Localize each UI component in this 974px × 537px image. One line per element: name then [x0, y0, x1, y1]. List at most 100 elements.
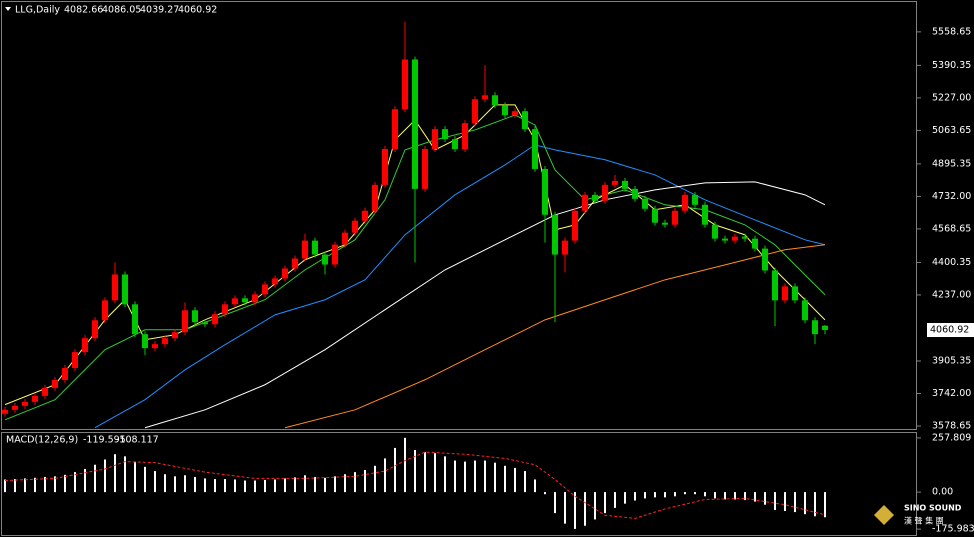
candle-body — [422, 149, 428, 189]
macd-bar — [624, 492, 626, 504]
candle-body — [602, 184, 608, 201]
candle-body — [662, 222, 668, 225]
candle-body — [622, 180, 628, 189]
candle-body — [192, 310, 198, 323]
macd-bar — [794, 492, 796, 513]
macd-frame — [1, 432, 917, 536]
candle-body — [202, 322, 208, 325]
candle-body — [512, 111, 518, 116]
candle-body — [742, 236, 748, 239]
macd-bar — [574, 492, 576, 529]
candle-body — [232, 298, 238, 305]
logo-mark — [874, 505, 894, 525]
candle-body — [462, 123, 468, 150]
candle-body — [502, 105, 508, 116]
candle-body — [2, 409, 8, 414]
candle-body — [412, 59, 418, 189]
candle-body — [492, 95, 498, 106]
signal-line — [4, 451, 826, 519]
macd-bar — [634, 492, 636, 501]
candle-body — [392, 109, 398, 150]
macd-bar — [64, 474, 66, 493]
candle-body — [772, 270, 778, 301]
open-label: 4082.66 — [64, 5, 103, 16]
candle-body — [642, 198, 648, 209]
candle-body — [682, 194, 688, 211]
candle-body — [302, 240, 308, 259]
candle-body — [182, 310, 188, 333]
macd-bar — [134, 461, 136, 493]
menu-arrow — [5, 7, 11, 11]
macd-bar — [664, 492, 666, 498]
macd-bar — [314, 476, 316, 493]
y-tick-label: 3578.65 — [932, 421, 971, 432]
macd-bar — [144, 466, 146, 493]
candle-body — [22, 401, 28, 406]
macd-bar — [164, 474, 166, 493]
candle-body — [122, 274, 128, 305]
candle-body — [782, 286, 788, 301]
candle-body — [332, 244, 338, 265]
candle-body — [582, 194, 588, 211]
macd-bar — [774, 492, 776, 510]
macd-bar — [754, 492, 756, 502]
symbol-label: LLG,Daily — [15, 5, 60, 16]
candle-body — [722, 238, 728, 241]
macd-bar — [544, 492, 546, 495]
candle-body — [92, 320, 98, 339]
candle-body — [542, 168, 548, 215]
macd-bar — [444, 456, 446, 493]
macd-bar — [694, 492, 696, 495]
y-tick-label: 4237.00 — [932, 289, 971, 300]
y-tick-label: 4895.35 — [932, 158, 971, 169]
plot: 5558.65 5390.35 5227.00 5063.65 4895.35 4732.… — [2, 22, 974, 535]
candle-body — [532, 129, 538, 169]
macd-bar — [424, 452, 426, 493]
candle-body — [262, 284, 268, 295]
candle-body — [552, 214, 558, 255]
macd-bar — [404, 437, 406, 493]
macd-bar — [84, 468, 86, 493]
candle-body — [652, 208, 658, 223]
macd-bar — [654, 492, 656, 498]
candle-body — [382, 149, 388, 185]
current-price: 4060.92 — [930, 325, 969, 336]
candle-body — [112, 274, 118, 301]
candle-body — [52, 379, 58, 388]
macd-bar — [374, 465, 376, 493]
macd-bar — [394, 447, 396, 493]
y-tick-label: 0.00 — [932, 487, 953, 498]
macd-bar — [824, 492, 826, 518]
macd-bar — [454, 460, 456, 493]
macd-bar — [44, 476, 46, 493]
macd-bar — [644, 492, 646, 499]
candle-body — [272, 278, 278, 285]
macd-bar — [154, 471, 156, 493]
macd-bar — [504, 465, 506, 493]
logo-name: SINO SOUND — [904, 504, 962, 513]
macd-bar — [4, 479, 6, 493]
macd-bar — [344, 474, 346, 493]
macd-bar — [604, 492, 606, 514]
macd-bar — [534, 479, 536, 493]
signal-value: -108.117 — [116, 435, 159, 446]
macd-bar — [524, 471, 526, 493]
macd-bar — [124, 456, 126, 493]
low-label: 4039.27 — [140, 5, 179, 16]
candle-body — [62, 368, 68, 380]
candle-body — [172, 332, 178, 339]
candle-body — [292, 258, 298, 269]
high-label: 4086.05 — [102, 5, 141, 16]
y-tick-label: 4400.35 — [932, 257, 971, 268]
macd-bar — [744, 492, 746, 501]
macd-title: MACD(12,26,9) — [6, 435, 78, 446]
candle-body — [792, 286, 798, 301]
macd-bar — [724, 492, 726, 500]
macd-bar — [224, 479, 226, 493]
macd-bar — [264, 479, 266, 493]
macd-bar — [274, 479, 276, 493]
macd-bar — [714, 492, 716, 499]
candle-body — [712, 224, 718, 239]
macd-bar — [464, 461, 466, 493]
